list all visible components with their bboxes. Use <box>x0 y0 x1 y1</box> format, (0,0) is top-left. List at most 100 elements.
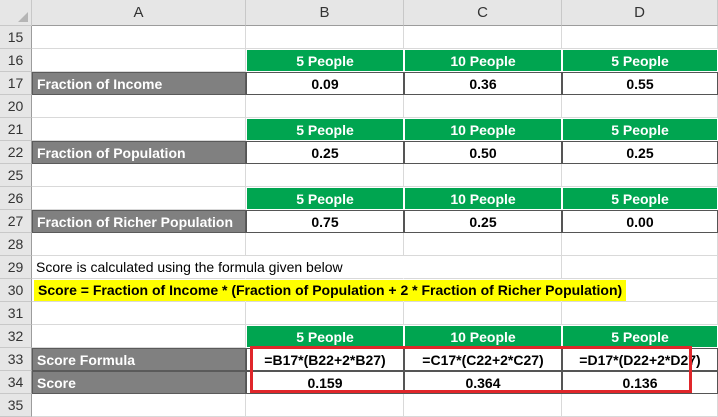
cell[interactable] <box>246 26 404 49</box>
cell[interactable] <box>404 394 562 417</box>
value-cell[interactable]: 0.36 <box>404 72 562 95</box>
cell[interactable] <box>404 26 562 49</box>
value-cell[interactable]: 0.25 <box>562 141 718 164</box>
value-cell[interactable]: 0.159 <box>246 371 404 394</box>
sheet-row: 35 <box>0 394 718 417</box>
group-header-cell[interactable]: 5 People <box>562 49 718 72</box>
group-header-cell[interactable]: 10 People <box>404 325 562 348</box>
row-label-cell[interactable]: Score Formula <box>32 348 246 371</box>
group-header-cell[interactable]: 5 People <box>246 325 404 348</box>
cell[interactable] <box>32 187 246 210</box>
group-header-cell[interactable]: 5 People <box>562 325 718 348</box>
group-header-cell[interactable]: 10 People <box>404 118 562 141</box>
cell[interactable] <box>562 302 718 325</box>
value-cell[interactable]: 0.25 <box>246 141 404 164</box>
value-cell[interactable]: 0.25 <box>404 210 562 233</box>
formula-cell[interactable]: =B17*(B22+2*B27) <box>246 348 404 371</box>
cell[interactable] <box>246 233 404 256</box>
sheet-row: 15 <box>0 26 718 49</box>
row-header[interactable]: 17 <box>0 72 32 95</box>
cell[interactable] <box>404 164 562 187</box>
cell[interactable] <box>404 279 562 302</box>
formula-cell[interactable]: =C17*(C22+2*C27) <box>404 348 562 371</box>
description-cell[interactable]: Score is calculated using the formula gi… <box>32 256 343 279</box>
sheet-row: 20 <box>0 95 718 118</box>
value-cell[interactable]: 0.09 <box>246 72 404 95</box>
column-header-row: A B C D <box>0 0 718 26</box>
row-header[interactable]: 27 <box>0 210 32 233</box>
select-all-corner[interactable] <box>0 0 32 26</box>
cell[interactable] <box>562 95 718 118</box>
row-header[interactable]: 21 <box>0 118 32 141</box>
group-header-cell[interactable]: 5 People <box>562 187 718 210</box>
cell[interactable] <box>246 95 404 118</box>
group-header-cell[interactable]: 5 People <box>246 118 404 141</box>
cell[interactable] <box>404 302 562 325</box>
row-label-cell[interactable]: Fraction of Population <box>32 141 246 164</box>
row-header[interactable]: 16 <box>0 49 32 72</box>
column-header-b[interactable]: B <box>246 0 404 26</box>
row-header[interactable]: 32 <box>0 325 32 348</box>
sheet-row: 29 Score is calculated using the formula… <box>0 256 718 279</box>
cell[interactable] <box>32 233 246 256</box>
cell[interactable] <box>404 256 562 279</box>
cell[interactable] <box>562 394 718 417</box>
column-header-d[interactable]: D <box>562 0 718 26</box>
cell[interactable] <box>32 118 246 141</box>
cell[interactable] <box>562 233 718 256</box>
row-header[interactable]: 15 <box>0 26 32 49</box>
row-header[interactable]: 35 <box>0 394 32 417</box>
cell[interactable] <box>404 95 562 118</box>
sheet-row: 27 Fraction of Richer Population 0.75 0.… <box>0 210 718 233</box>
cell[interactable] <box>404 233 562 256</box>
formula-text-cell[interactable]: Score = Fraction of Income * (Fraction o… <box>32 279 627 302</box>
formula-cell[interactable]: =D17*(D22+2*D27) <box>562 348 718 371</box>
value-cell[interactable]: 0.55 <box>562 72 718 95</box>
column-header-a[interactable]: A <box>32 0 246 26</box>
row-label-cell[interactable]: Fraction of Income <box>32 72 246 95</box>
row-header[interactable]: 28 <box>0 233 32 256</box>
cell[interactable] <box>32 49 246 72</box>
group-header-cell[interactable]: 10 People <box>404 49 562 72</box>
cell[interactable] <box>246 302 404 325</box>
cell[interactable] <box>562 256 718 279</box>
cell[interactable] <box>246 256 404 279</box>
cell[interactable] <box>32 394 246 417</box>
sheet-row: 34 Score 0.159 0.364 0.136 <box>0 371 718 394</box>
row-header[interactable]: 25 <box>0 164 32 187</box>
cell-grid: 15 16 5 People 10 People 5 People 17 Fra… <box>0 26 718 417</box>
row-header[interactable]: 33 <box>0 348 32 371</box>
row-label-cell[interactable]: Fraction of Richer Population <box>32 210 246 233</box>
row-header[interactable]: 30 <box>0 279 32 302</box>
formula-highlight: Score = Fraction of Income * (Fraction o… <box>34 279 627 301</box>
cell[interactable] <box>32 302 246 325</box>
cell[interactable] <box>32 26 246 49</box>
cell[interactable] <box>246 279 404 302</box>
cell[interactable] <box>32 95 246 118</box>
row-label-cell[interactable]: Score <box>32 371 246 394</box>
cell[interactable] <box>562 26 718 49</box>
value-cell[interactable]: 0.00 <box>562 210 718 233</box>
value-cell[interactable]: 0.75 <box>246 210 404 233</box>
row-header[interactable]: 34 <box>0 371 32 394</box>
row-header[interactable]: 31 <box>0 302 32 325</box>
value-cell[interactable]: 0.136 <box>562 371 718 394</box>
group-header-cell[interactable]: 5 People <box>246 187 404 210</box>
cell[interactable] <box>562 164 718 187</box>
sheet-row: 17 Fraction of Income 0.09 0.36 0.55 <box>0 72 718 95</box>
cell[interactable] <box>246 394 404 417</box>
row-header[interactable]: 26 <box>0 187 32 210</box>
cell[interactable] <box>246 164 404 187</box>
row-header[interactable]: 20 <box>0 95 32 118</box>
cell[interactable] <box>32 325 246 348</box>
value-cell[interactable]: 0.50 <box>404 141 562 164</box>
column-header-c[interactable]: C <box>404 0 562 26</box>
group-header-cell[interactable]: 5 People <box>246 49 404 72</box>
row-header[interactable]: 22 <box>0 141 32 164</box>
row-header[interactable]: 29 <box>0 256 32 279</box>
cell[interactable] <box>32 164 246 187</box>
value-cell[interactable]: 0.364 <box>404 371 562 394</box>
group-header-cell[interactable]: 10 People <box>404 187 562 210</box>
group-header-cell[interactable]: 5 People <box>562 118 718 141</box>
